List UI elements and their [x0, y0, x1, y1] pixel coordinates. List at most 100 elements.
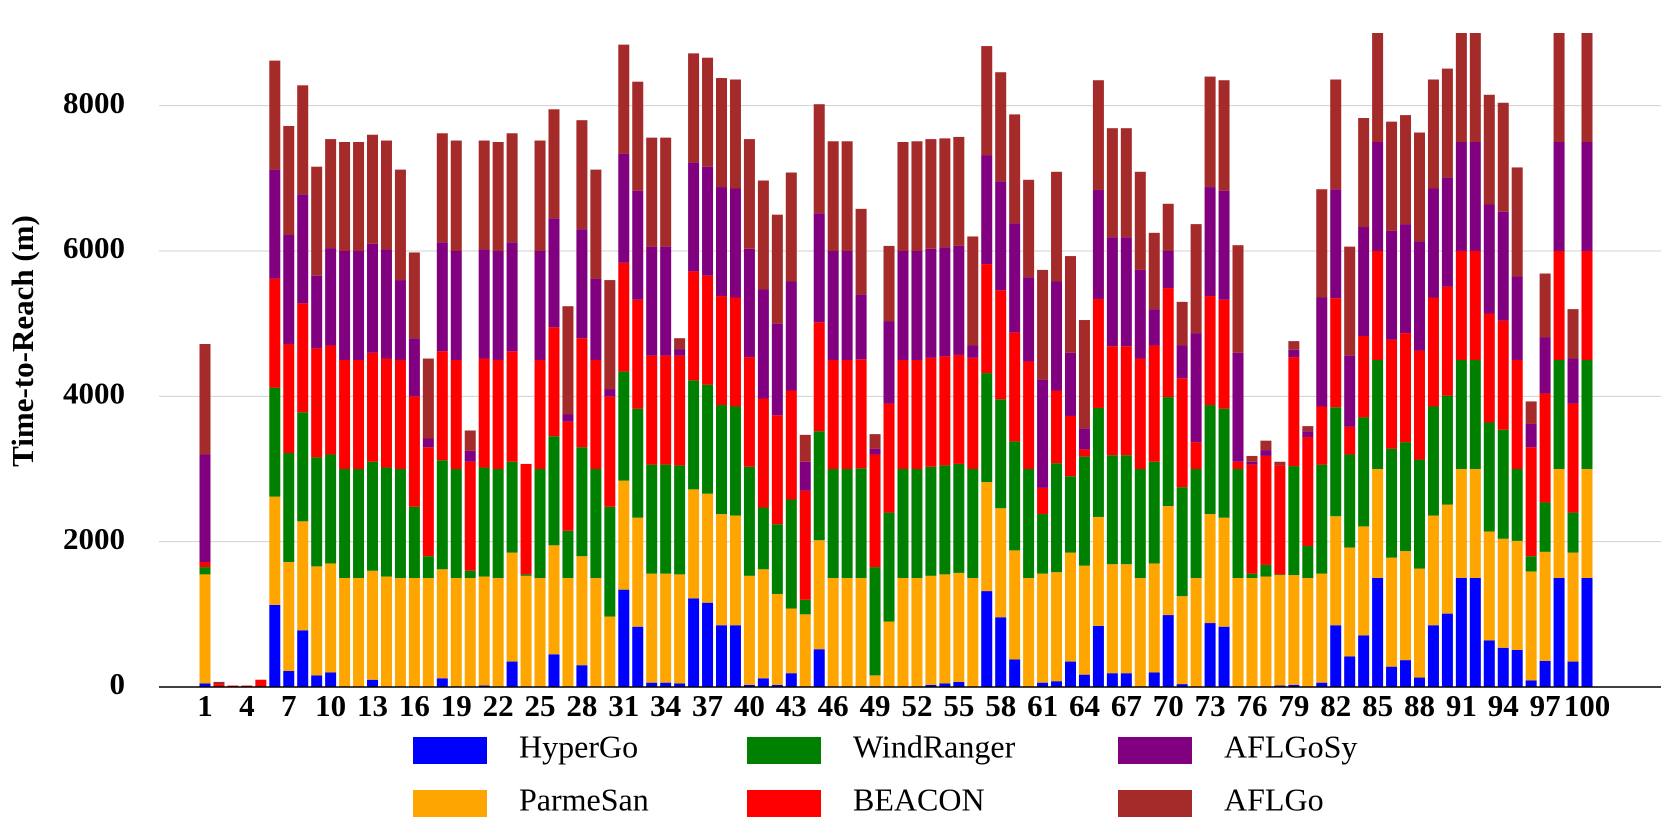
- bar-segment: [716, 296, 728, 406]
- bar-segment: [1413, 677, 1425, 687]
- bar-segment: [1162, 615, 1174, 687]
- bar-segment: [1134, 269, 1146, 359]
- y-axis-title: Time-to-Reach (m): [5, 215, 40, 467]
- bar-segment: [367, 134, 379, 244]
- bar-segment: [1511, 540, 1523, 650]
- bar-segment: [394, 469, 406, 578]
- bar-segment: [729, 406, 741, 516]
- bar-segment: [1051, 390, 1063, 464]
- bar-segment: [674, 465, 686, 575]
- bar-segment: [269, 496, 281, 605]
- legend-label: HyperGo: [519, 728, 638, 764]
- x-tick-label: 28: [566, 688, 597, 723]
- bar-segment: [911, 469, 923, 578]
- bar-segment: [1469, 578, 1481, 687]
- bar-segment: [1316, 464, 1328, 574]
- bar-segment: [422, 358, 434, 439]
- bar-segment: [1037, 514, 1049, 574]
- bar-segment: [1064, 552, 1076, 662]
- bar-segment: [353, 469, 365, 578]
- bar-segment: [1134, 171, 1146, 270]
- bar-segment: [492, 578, 504, 687]
- bar-segment: [716, 187, 728, 297]
- bar-segment: [1316, 297, 1328, 407]
- bar-segment: [422, 447, 434, 557]
- bar-segment: [1204, 405, 1216, 515]
- bar-segment: [1372, 578, 1384, 687]
- bar-segment: [506, 552, 518, 662]
- bar-segment: [1344, 355, 1356, 427]
- bar-segment: [1260, 455, 1272, 565]
- bar-segment: [534, 360, 546, 469]
- bar-segment: [283, 453, 295, 563]
- bar-segment: [1344, 246, 1356, 356]
- bar-segment: [269, 387, 281, 497]
- bar-segment: [1400, 115, 1412, 225]
- bar-segment: [339, 578, 351, 687]
- bar-segment: [353, 142, 365, 251]
- bar-segment: [1469, 360, 1481, 469]
- bar-segment: [1246, 573, 1258, 578]
- bar-segment: [590, 169, 602, 279]
- bar-segment: [1148, 309, 1160, 346]
- bar-segment: [576, 447, 588, 557]
- bar-segment: [1581, 469, 1593, 578]
- x-tick-label: 46: [818, 688, 849, 723]
- bar-segment: [897, 578, 909, 687]
- bar-segment: [1344, 656, 1356, 687]
- bar-segment: [325, 248, 337, 346]
- x-tick-label: 43: [776, 688, 807, 723]
- bar-segment: [199, 562, 211, 568]
- bar-segment: [325, 345, 337, 455]
- x-tick-label: 19: [441, 688, 472, 723]
- bar-segment: [688, 489, 700, 599]
- bar-segment: [1441, 68, 1453, 178]
- bar-segment: [1302, 546, 1314, 578]
- bar-segment: [1553, 33, 1565, 142]
- bar-segment: [283, 235, 295, 345]
- bar-segment: [618, 480, 630, 590]
- bar-segment: [1009, 550, 1021, 660]
- bar-segment: [1413, 132, 1425, 242]
- bar-segment: [464, 430, 476, 451]
- bar-segment: [757, 569, 769, 679]
- bar-segment: [688, 380, 700, 490]
- x-tick-label: 76: [1236, 688, 1267, 723]
- bar-segment: [1330, 516, 1342, 626]
- bar-segment: [1386, 666, 1398, 687]
- bar-segment: [464, 450, 476, 462]
- bar-segment: [604, 506, 616, 617]
- x-tick-label: 10: [315, 688, 346, 723]
- bar-segment: [339, 360, 351, 469]
- bar-segment: [646, 682, 658, 687]
- bar-segment: [799, 490, 811, 600]
- bar-segment: [1358, 417, 1370, 527]
- bar-segment: [1120, 346, 1132, 456]
- bar-segment: [1344, 547, 1356, 657]
- bar-segment: [576, 665, 588, 687]
- bar-segment: [1092, 189, 1104, 299]
- bar-segment: [548, 109, 560, 219]
- bar-segment: [925, 684, 937, 687]
- bar-segment: [1218, 408, 1230, 518]
- bar-segment: [897, 469, 909, 578]
- bar-segment: [1511, 649, 1523, 687]
- bar-segment: [436, 460, 448, 570]
- bar-segment: [743, 139, 755, 249]
- bar-segment: [1386, 448, 1398, 558]
- bar-segment: [674, 349, 686, 356]
- x-tick-label: 7: [281, 688, 297, 723]
- x-tick-label: 22: [483, 688, 514, 723]
- bar-segment: [1274, 575, 1286, 686]
- legend-swatch: [747, 737, 821, 764]
- bar-segment: [883, 621, 895, 687]
- bar-segment: [953, 245, 965, 355]
- bar-segment: [674, 355, 686, 466]
- bar-segment: [911, 251, 923, 360]
- bar-segment: [785, 390, 797, 500]
- bar-segment: [562, 414, 574, 422]
- bar-segment: [353, 251, 365, 360]
- bar-segment: [1023, 469, 1035, 578]
- bar-segment: [394, 280, 406, 360]
